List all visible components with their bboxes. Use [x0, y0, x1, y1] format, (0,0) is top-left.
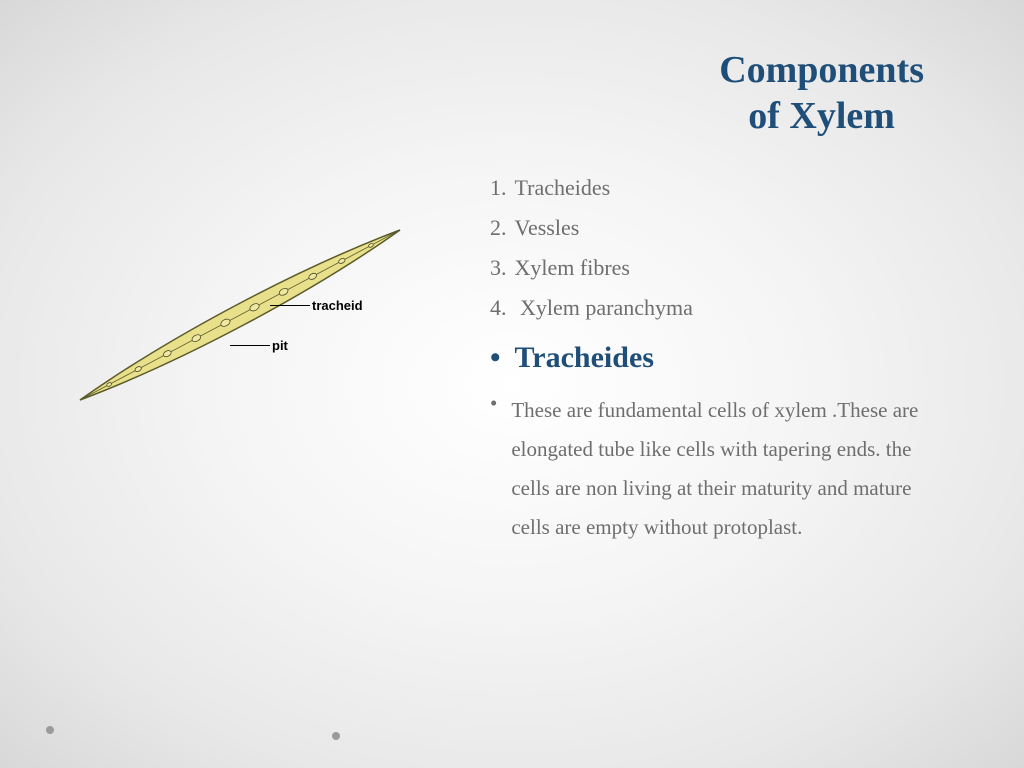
content-area: 1. Tracheides 2. Vessles 3. Xylem fibres 4. Xy… [490, 175, 930, 546]
list-item: 2. Vessles [490, 215, 930, 241]
list-item-text: Xylem paranchyma [515, 295, 693, 320]
list-item-number: 3. [490, 255, 507, 280]
list-item: 1. Tracheides [490, 175, 930, 201]
list-item-number: 1. [490, 175, 507, 200]
decor-dot [332, 732, 340, 740]
diagram-label-tracheid: tracheid [312, 298, 363, 313]
description-row: • These are fundamental cells of xylem .… [490, 391, 930, 546]
subheading-text: Tracheides [515, 341, 654, 374]
list-item-number: 2. [490, 215, 507, 240]
list-item-number: 4. [490, 295, 507, 320]
tracheid-diagram: tracheid pit [60, 210, 440, 430]
description-text: These are fundamental cells of xylem .Th… [511, 391, 930, 546]
list-item-text: Xylem fibres [515, 255, 630, 280]
subheading-bullet: • [490, 341, 501, 374]
decor-dot [46, 726, 54, 734]
list-item-text: Vessles [515, 215, 580, 240]
label-line-tracheid [270, 305, 310, 306]
title-line1: Components [719, 48, 924, 94]
slide: Components of Xylem tracheid pit 1. Trach… [0, 0, 1024, 768]
description-bullet: • [490, 391, 497, 546]
numbered-list: 1. Tracheides 2. Vessles 3. Xylem fibres 4. Xy… [490, 175, 930, 321]
list-item: 3. Xylem fibres [490, 255, 930, 281]
label-line-pit [230, 345, 270, 346]
subheading-row: • Tracheides [490, 341, 930, 375]
tracheid-svg [60, 210, 440, 430]
list-item-text: Tracheides [515, 175, 611, 200]
title-line2: of Xylem [719, 94, 924, 140]
list-item: 4. Xylem paranchyma [490, 295, 930, 321]
slide-title: Components of Xylem [719, 48, 924, 139]
diagram-label-pit: pit [272, 338, 288, 353]
